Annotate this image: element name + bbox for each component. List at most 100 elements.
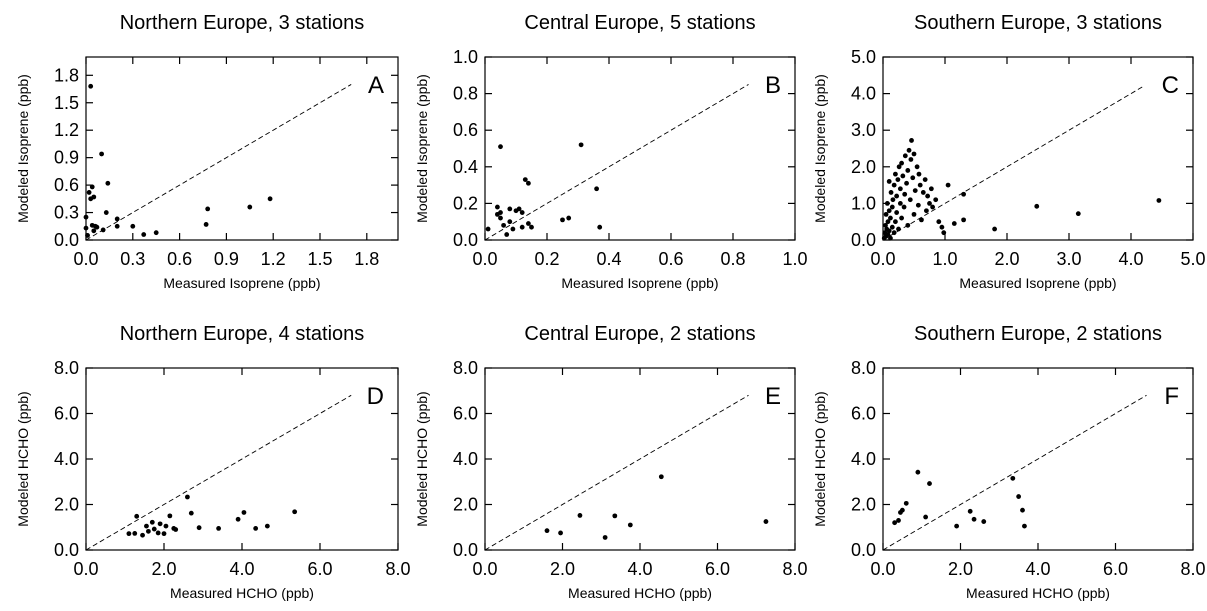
x-tick-label: 2.0 (948, 559, 973, 579)
data-point (205, 206, 211, 212)
y-tick-label: 0.3 (54, 203, 79, 223)
y-axis-label: Modeled HCHO (ppb) (15, 391, 31, 526)
y-tick-label: 2.0 (453, 495, 478, 515)
data-point (94, 224, 100, 230)
x-axis-label: Measured HCHO (ppb) (568, 585, 712, 601)
data-point (130, 223, 136, 229)
data-point (954, 523, 960, 529)
data-point (89, 184, 95, 190)
data-point (157, 521, 163, 527)
data-point (167, 513, 173, 519)
data-point (188, 510, 194, 516)
x-tick-label: 3.0 (1056, 249, 1081, 269)
y-tick-label: 0.0 (54, 540, 79, 560)
panel-letter: A (368, 72, 384, 99)
data-point (889, 224, 895, 230)
y-tick-label: 6.0 (851, 404, 876, 424)
data-point (88, 83, 94, 89)
data-point (908, 157, 914, 162)
data-point (203, 222, 209, 227)
data-point (126, 531, 132, 537)
y-tick-label: 0.6 (453, 120, 478, 140)
data-point (544, 528, 550, 534)
y-tick-label: 4.0 (54, 449, 79, 469)
y-tick-label: 0.2 (453, 193, 478, 213)
y-tick-label: 1.5 (54, 93, 79, 113)
x-tick-label: 2.0 (994, 249, 1019, 269)
y-tick-label: 0.4 (453, 157, 478, 177)
panel-f: Southern Europe, 2 stations 0.0 2.0 4.0 6.0 8… (812, 323, 1206, 601)
data-point (267, 196, 273, 202)
panel-title: Southern Europe, 3 stations (914, 12, 1162, 34)
data-point (498, 210, 503, 215)
data-point (897, 201, 903, 206)
x-tick-label: 4.0 (1118, 249, 1143, 269)
data-point (894, 193, 900, 199)
x-tick-label: 0.6 (167, 249, 192, 269)
data-point (526, 180, 531, 186)
data-point (888, 190, 894, 195)
data-point (889, 204, 895, 210)
x-tick-label: 8.0 (385, 559, 410, 579)
y-tick-label: 8.0 (453, 358, 478, 378)
data-point (945, 182, 951, 188)
data-point (899, 507, 905, 513)
one-to-one-line (85, 394, 352, 551)
data-point (886, 208, 892, 214)
x-tick-label: 6.0 (307, 559, 332, 579)
x-tick-label: 0.0 (73, 559, 98, 579)
x-axis-label: Measured HCHO (ppb) (170, 585, 314, 601)
data-point (951, 221, 957, 226)
one-to-one-line (484, 84, 749, 241)
data-point (658, 474, 664, 480)
data-point (1016, 494, 1022, 499)
data-point (891, 182, 897, 188)
data-point (141, 232, 147, 237)
data-point (83, 214, 89, 220)
data-point (498, 215, 503, 221)
data-point (912, 188, 918, 193)
data-point (920, 190, 926, 195)
data-point (971, 516, 977, 522)
data-point (893, 171, 898, 177)
data-point (132, 530, 138, 536)
data-point (911, 151, 917, 157)
x-tick-label: 1.0 (932, 249, 957, 269)
data-point (886, 179, 892, 184)
data-point (510, 226, 516, 232)
plot-frame (882, 56, 1194, 241)
data-point (928, 186, 934, 192)
data-point (888, 215, 893, 221)
panel-letter: C (1162, 72, 1179, 99)
y-tick-label: 0.0 (851, 540, 876, 560)
data-point (911, 211, 917, 217)
data-point (888, 235, 893, 241)
one-to-one-line (882, 85, 1144, 241)
panel-letter: E (765, 383, 781, 410)
y-tick-label: 1.8 (54, 65, 79, 85)
y-tick-label: 3.0 (851, 120, 876, 140)
data-point (161, 531, 167, 537)
data-point (612, 513, 618, 519)
data-point (216, 525, 222, 531)
data-point (896, 164, 902, 170)
data-point (91, 228, 97, 234)
data-point (961, 217, 966, 223)
panel-e: Central Europe, 2 stations 0.0 2.0 4.0 6.0 8.… (414, 323, 808, 601)
data-point (939, 224, 945, 230)
data-point (507, 206, 513, 212)
data-point (933, 197, 939, 203)
data-point (967, 508, 973, 514)
data-point (501, 222, 506, 228)
y-tick-label: 1.0 (851, 193, 876, 213)
data-point (151, 526, 157, 532)
data-point (85, 233, 90, 238)
data-point (149, 519, 155, 525)
data-point (905, 168, 911, 173)
data-point (560, 217, 565, 223)
x-tick-label: 0.0 (73, 249, 98, 269)
data-point (936, 219, 942, 225)
data-point (900, 173, 906, 179)
data-point (91, 194, 97, 200)
data-point (923, 514, 929, 520)
